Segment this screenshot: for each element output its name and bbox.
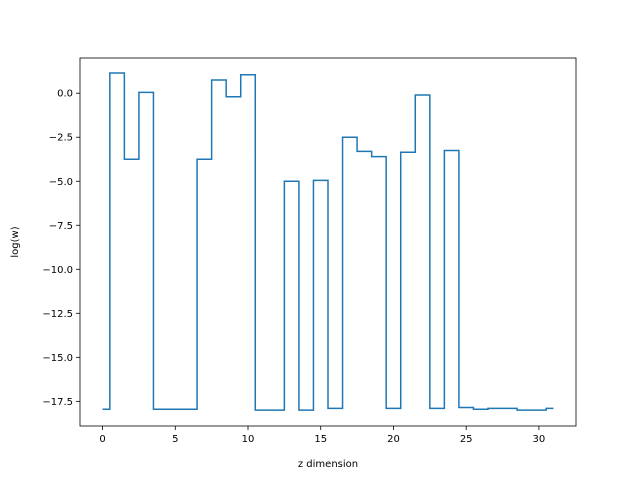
x-tick-label: 20 — [387, 434, 400, 445]
series-step-line — [102, 72, 554, 411]
plot-area — [102, 72, 554, 411]
y-tick-label: −10.0 — [42, 265, 73, 276]
y-tick-label: −2.5 — [49, 133, 73, 144]
y-tick-label: −12.5 — [42, 309, 73, 320]
x-tick-label: 25 — [460, 434, 473, 445]
y-tick-label: 0.0 — [57, 89, 73, 100]
y-tick-label: −17.5 — [42, 397, 73, 408]
y-tick-label: −5.0 — [49, 177, 73, 188]
y-axis-label: log(w) — [10, 226, 21, 257]
y-axis-ticks: 0.0 −2.5 −5.0 −7.5 −10.0 −12.5 −15.0 −17.5 — [42, 89, 80, 408]
y-tick-label: −15.0 — [42, 353, 73, 364]
y-tick-label: −7.5 — [49, 221, 73, 232]
x-tick-label: 10 — [242, 434, 255, 445]
x-tick-label: 0 — [99, 434, 105, 445]
x-axis-label: z dimension — [298, 459, 358, 470]
x-tick-label: 5 — [172, 434, 178, 445]
x-tick-label: 15 — [314, 434, 327, 445]
x-tick-label: 30 — [533, 434, 546, 445]
x-axis-ticks: 0 5 10 15 20 25 30 — [99, 426, 545, 445]
axes-frame — [79, 57, 577, 427]
